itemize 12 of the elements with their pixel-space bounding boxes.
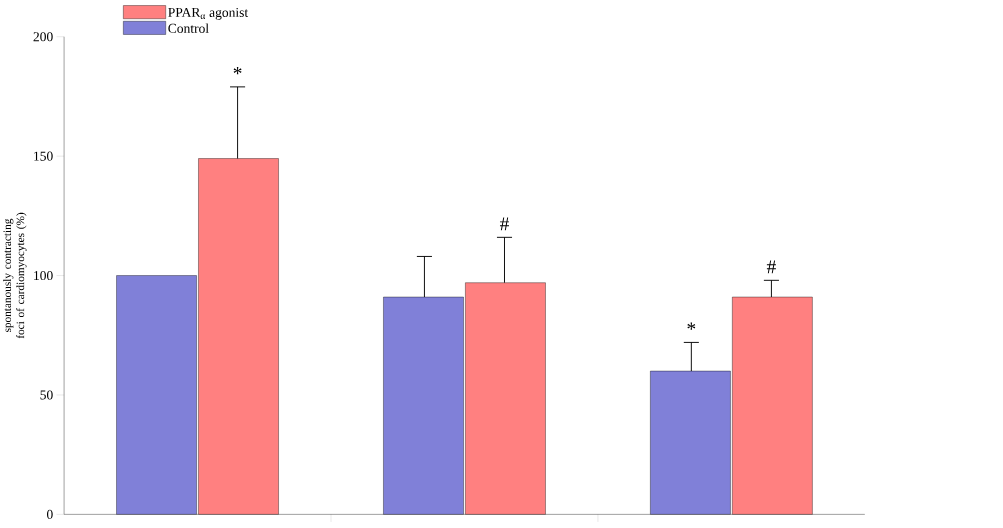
annotation: * (233, 66, 242, 75)
legend-label: PPAR$_{α}$ agonist (168, 7, 249, 20)
annotation: * (687, 322, 696, 330)
y-tick-label: 100 (34, 270, 53, 280)
annotation: # (499, 217, 510, 231)
legend-label: Control (168, 23, 209, 33)
y-axis-title: spontanously contracting foci of cardiomyocytes (%) (3, 212, 27, 339)
y-tick-label: 150 (34, 151, 53, 161)
y-tick-label: 50 (40, 390, 53, 400)
y-tick-label: 200 (33, 32, 53, 42)
y-tick-label: 0 (46, 509, 53, 519)
annotation: # (766, 260, 776, 274)
